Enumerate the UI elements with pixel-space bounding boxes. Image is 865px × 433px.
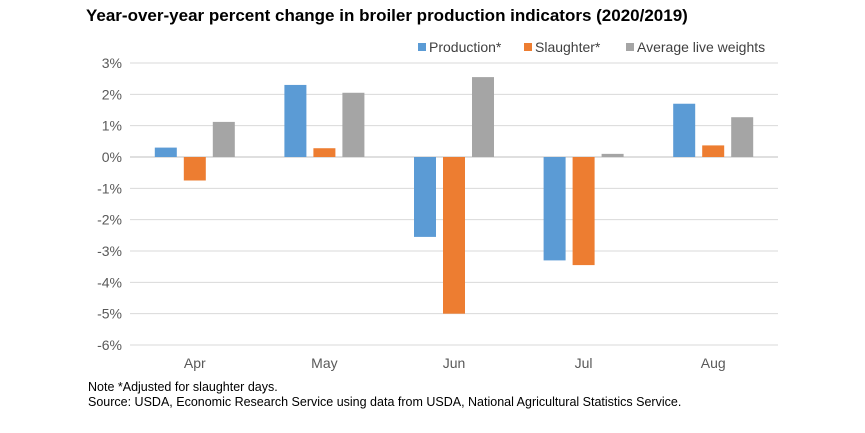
y-tick-label: -4% (97, 274, 122, 290)
chart-notes: Note *Adjusted for slaughter days. Sourc… (88, 380, 681, 410)
x-tick-label: Apr (184, 355, 206, 371)
legend-label: Average live weights (637, 39, 765, 55)
source-text: Source: USDA, Economic Research Service … (88, 395, 682, 409)
bar-production-jul (543, 157, 566, 261)
y-tick-label: -5% (97, 306, 122, 322)
bar-average-live-weights-apr (212, 121, 235, 157)
legend-swatch (418, 43, 426, 51)
bar-slaughter-apr (183, 157, 206, 181)
bar-slaughter-jul (572, 157, 595, 266)
bar-production-aug (673, 103, 696, 157)
y-tick-label: 1% (102, 118, 122, 134)
bar-slaughter-jun (443, 157, 465, 314)
x-tick-label: Jul (575, 355, 593, 371)
y-tick-label: 2% (102, 86, 122, 102)
legend-label: Slaughter* (535, 39, 601, 55)
y-axis-ticks: 3% 2% 1% 0% -1% -2% -3% -4% -5% -6% (97, 55, 122, 353)
y-tick-label: -6% (97, 337, 122, 353)
bar-average-live-weights-jul (601, 153, 624, 157)
note-text: Note *Adjusted for slaughter days. (88, 380, 278, 394)
bar-average-live-weights-may (342, 92, 365, 157)
bar-slaughter-may (313, 148, 336, 157)
legend-label: Production* (429, 39, 502, 55)
x-tick-label: Jun (443, 355, 466, 371)
x-tick-label: May (311, 355, 337, 371)
y-tick-label: -3% (97, 243, 122, 259)
bar-production-apr (154, 147, 177, 157)
y-tick-label: 0% (102, 149, 122, 165)
bar-production-jun (414, 157, 436, 237)
bars (154, 77, 754, 314)
legend-swatch (626, 43, 634, 51)
chart-title: Year-over-year percent change in broiler… (86, 6, 688, 25)
legend: Production* Slaughter* Average live weight… (418, 39, 765, 55)
x-tick-label: Aug (701, 355, 726, 371)
bar-slaughter-aug (702, 145, 725, 157)
bar-average-live-weights-jun (472, 77, 494, 157)
bar-production-may (284, 84, 307, 157)
y-tick-label: 3% (102, 55, 122, 71)
bar-average-live-weights-aug (731, 117, 754, 157)
y-tick-label: -2% (97, 212, 122, 228)
y-tick-label: -1% (97, 180, 122, 196)
x-axis-ticks: Apr May Jun Jul Aug (184, 355, 726, 371)
legend-swatch (524, 43, 532, 51)
